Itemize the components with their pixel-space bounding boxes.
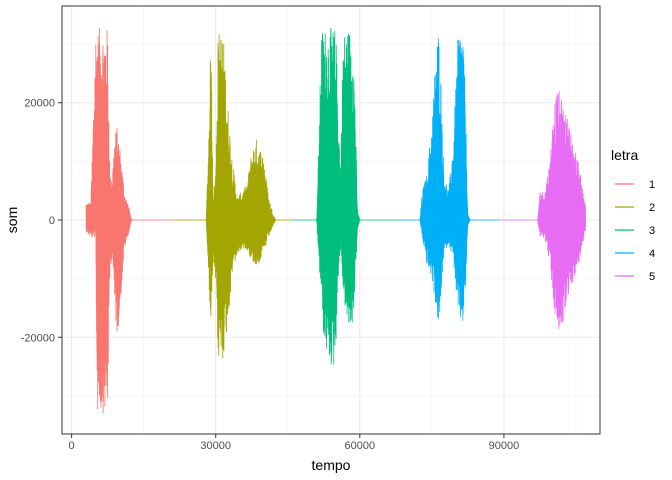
x-tick-label: 0 bbox=[69, 440, 75, 452]
legend-label-4: 4 bbox=[649, 248, 655, 260]
legend-title: letra bbox=[611, 147, 638, 163]
legend-label-1: 1 bbox=[649, 179, 655, 191]
x-axis-title: tempo bbox=[312, 457, 351, 473]
y-axis-title: som bbox=[4, 207, 20, 233]
series-5-line bbox=[499, 91, 586, 329]
legend-label-5: 5 bbox=[649, 271, 655, 283]
x-tick-label: 90000 bbox=[489, 440, 520, 452]
series-4-line bbox=[398, 38, 500, 321]
series-layer bbox=[85, 28, 586, 414]
y-tick-label: -20000 bbox=[21, 332, 55, 344]
x-tick-label: 30000 bbox=[200, 440, 231, 452]
legend: letra 1 2 3 4 5 bbox=[611, 147, 655, 288]
legend-label-2: 2 bbox=[649, 202, 655, 214]
x-tick-label: 60000 bbox=[345, 440, 376, 452]
series-2-line bbox=[172, 34, 293, 359]
x-axis: 0 30000 60000 90000 bbox=[69, 434, 520, 452]
y-tick-label: 0 bbox=[49, 215, 55, 227]
series-1-line bbox=[85, 28, 173, 414]
y-tick-label: 20000 bbox=[24, 98, 55, 110]
legend-label-3: 3 bbox=[649, 225, 655, 237]
series-3-line bbox=[292, 28, 399, 365]
y-axis: -20000 0 20000 bbox=[21, 98, 62, 344]
